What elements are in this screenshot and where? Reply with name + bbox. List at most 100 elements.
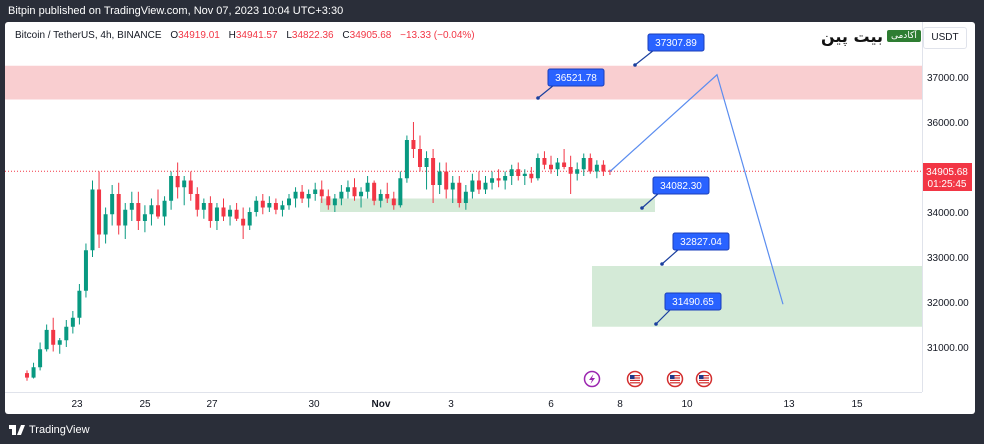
candle-body [516, 169, 521, 176]
candle-body [44, 329, 49, 350]
flag-icon-ring [626, 370, 644, 388]
candle-body [306, 194, 311, 199]
candle-body [522, 173, 527, 176]
flag-canton [699, 375, 704, 379]
flag-stripe [630, 382, 640, 384]
label-pointer [634, 49, 655, 66]
price-label-box [647, 33, 705, 52]
candle-body [31, 367, 36, 378]
tradingview-logo[interactable]: TradingView [9, 424, 90, 436]
candle-body [175, 176, 180, 188]
label-pointer [655, 308, 672, 325]
chart-frame[interactable]: Bitcoin / TetherUS, 4h, BINANCE O34919.0… [5, 22, 975, 414]
candle-body [444, 171, 449, 190]
candle-body [345, 187, 350, 192]
candle-body [83, 250, 88, 291]
candle-body [339, 191, 344, 199]
price-chart[interactable]: 37307.89 36521.78 34082.30 32827.04 31490.65… [5, 22, 975, 414]
candle-body [326, 196, 331, 206]
currency-button[interactable]: USDT [923, 27, 967, 49]
price-tag-bg [923, 163, 972, 191]
candle-body [490, 178, 495, 183]
candle-body [529, 173, 534, 179]
x-tick-label: 3 [448, 399, 454, 410]
candle-body [300, 191, 305, 199]
flag-canton [630, 375, 635, 379]
y-tick-label: 34000.00 [927, 208, 969, 219]
open-label: O [170, 30, 179, 41]
candle-body [57, 340, 62, 345]
candle-body [496, 178, 501, 181]
zone-support [320, 198, 655, 212]
candle-body [398, 178, 403, 206]
label-anchor [654, 322, 658, 326]
candle-body [97, 189, 102, 235]
change-value: −13.33 (−0.04%) [400, 30, 475, 41]
y-tick-label: 37000.00 [927, 73, 969, 84]
price-label-box [652, 176, 710, 195]
candle-body [352, 187, 357, 197]
candle-body [136, 203, 141, 221]
symbol-name[interactable]: Bitcoin / TetherUS, 4h, BINANCE [15, 30, 162, 41]
candle-body [195, 194, 200, 210]
candle-body [424, 158, 429, 167]
candle-body [162, 200, 167, 217]
candle-body [594, 164, 599, 172]
tradingview-icon [9, 425, 25, 435]
flag-stripe [670, 375, 680, 377]
candle-body [116, 194, 121, 226]
flag-icon-ring [695, 370, 713, 388]
candle-body [476, 180, 481, 190]
candle-body [313, 189, 318, 194]
price-label-text: 36521.78 [555, 73, 597, 84]
flag-stripe [699, 382, 709, 384]
label-pointer [641, 192, 660, 209]
candle-body [208, 203, 213, 221]
candle-body [411, 140, 416, 149]
flag-stripe [630, 379, 640, 381]
candle-body [201, 203, 206, 210]
candle-body [555, 162, 560, 170]
candle-body [110, 194, 115, 215]
y-tick-label: 31000.00 [927, 343, 969, 354]
label-anchor [640, 206, 644, 210]
flag-stripe [670, 379, 680, 381]
candle-body [234, 209, 239, 219]
flag-stripe [670, 382, 680, 384]
candle-body [431, 158, 436, 185]
candle-body [319, 189, 324, 197]
y-tick-label: 32000.00 [927, 298, 969, 309]
price-label-text: 34082.30 [660, 181, 702, 192]
label-anchor [660, 262, 664, 266]
publisher-bar: Bitpin published on TradingView.com, Nov… [0, 0, 984, 22]
high-value: 34941.57 [235, 30, 278, 41]
candle-body [483, 182, 488, 190]
y-tick-label: 36000.00 [927, 118, 969, 129]
candle-body [509, 169, 514, 176]
candle-body [221, 207, 226, 217]
candle-body [70, 317, 75, 327]
label-anchor [536, 96, 540, 100]
flag-stripe [699, 375, 709, 377]
candle-body [90, 189, 95, 251]
price-tag-countdown: 01:25:45 [928, 179, 967, 190]
candle-body [378, 194, 383, 201]
price-label-text: 37307.89 [655, 38, 697, 49]
candle-body [404, 140, 409, 179]
brand-logo: بیت پین آکادمی [821, 26, 921, 46]
flag-stripe [670, 377, 680, 379]
candle-body [64, 326, 69, 341]
flag-icon-ring [666, 370, 684, 388]
candle-body [123, 209, 128, 226]
zone-resistance [5, 65, 922, 100]
x-tick-label: 30 [308, 399, 320, 410]
candle-body [103, 214, 108, 235]
close-label: C [342, 30, 350, 41]
candle-body [241, 218, 246, 226]
tradingview-text: TradingView [29, 424, 90, 436]
candle-body [418, 149, 422, 167]
low-value: 34822.36 [291, 30, 334, 41]
candle-body [601, 164, 606, 172]
candle-body [457, 182, 462, 203]
flag-stripe [630, 375, 640, 377]
